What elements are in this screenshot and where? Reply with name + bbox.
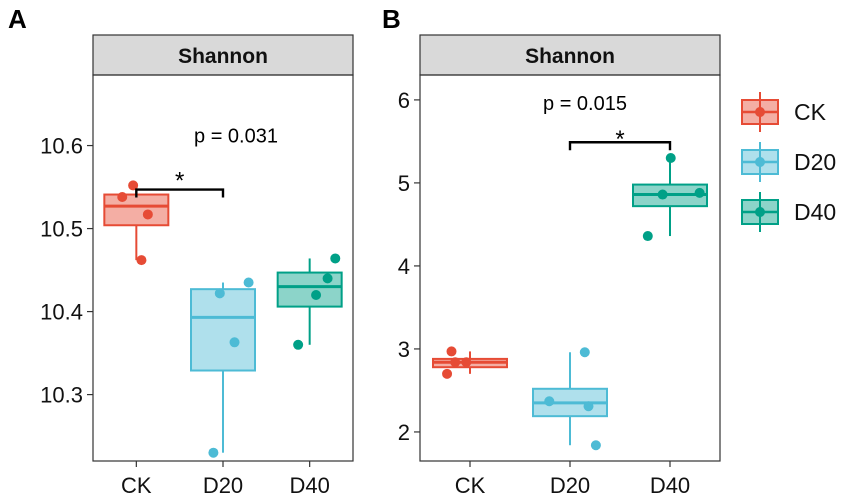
data-point-d20 — [579, 347, 590, 358]
data-point-d20 — [229, 337, 240, 348]
x-tick-label: CK — [121, 473, 152, 498]
data-point-d20 — [590, 440, 601, 451]
panel-b-p-value: p = 0.015 — [543, 93, 627, 115]
y-tick-label: 3 — [398, 337, 410, 362]
data-point-d20 — [214, 288, 225, 299]
panel-a: A Shannon 10.3 10.4 10.5 10.6 CK D20 D40 * p … — [8, 4, 354, 498]
legend-item-ck: CK — [741, 92, 827, 132]
data-point-d20 — [544, 396, 555, 407]
y-tick-label: 5 — [398, 171, 410, 196]
legend-label: D40 — [794, 199, 836, 225]
x-tick-label: D20 — [203, 473, 243, 498]
y-tick-label: 6 — [398, 88, 410, 113]
panel-a-points — [117, 180, 341, 458]
panel-a-comparison: * p = 0.031 — [135, 126, 278, 198]
y-tick-label: 10.4 — [40, 300, 83, 325]
y-tick-label: 10.3 — [40, 383, 83, 408]
data-point-ck — [446, 346, 457, 357]
box-d20 — [532, 352, 608, 446]
panel-a-letter: A — [8, 4, 27, 34]
panel-b-x-axis: CK D20 D40 — [455, 461, 690, 498]
panel-a-x-axis: CK D20 D40 — [121, 461, 330, 498]
panel-b-strip-title: Shannon — [525, 45, 615, 68]
panel-b-significance-star: * — [615, 126, 624, 153]
y-tick-label: 10.6 — [40, 134, 83, 159]
data-point-d20 — [243, 277, 254, 288]
y-tick-label: 10.5 — [40, 217, 83, 242]
panel-a-y-axis: 10.3 10.4 10.5 10.6 — [40, 134, 93, 408]
legend-item-d20: D20 — [741, 142, 836, 182]
data-point-d40 — [642, 231, 653, 242]
panel-a-strip — [92, 34, 354, 76]
data-point-ck — [450, 357, 461, 368]
data-point-d40 — [322, 273, 333, 284]
panel-b-boxes — [432, 158, 708, 446]
box-d40 — [276, 258, 343, 345]
legend-key-point — [755, 107, 765, 117]
box-d40 — [632, 158, 708, 237]
panel-b-strip — [419, 34, 721, 76]
data-point-ck — [461, 357, 472, 368]
x-tick-label: D20 — [550, 473, 590, 498]
panel-a-strip-title: Shannon — [178, 45, 268, 68]
panel-a-p-value: p = 0.031 — [194, 126, 278, 148]
panel-b-letter: B — [382, 4, 401, 34]
panel-b-y-axis: 2 3 4 5 6 — [398, 88, 420, 445]
data-point-d40 — [665, 153, 676, 164]
box-iqr — [103, 193, 170, 227]
legend-item-d40: D40 — [741, 192, 836, 232]
box-iqr — [190, 288, 256, 372]
y-tick-label: 2 — [398, 420, 410, 445]
y-tick-label: 4 — [398, 254, 410, 279]
data-point-d40 — [657, 189, 668, 200]
data-point-d20 — [208, 447, 219, 458]
panel-b-significance-bracket — [568, 141, 672, 151]
data-point-d40 — [293, 339, 304, 350]
x-tick-label: D40 — [289, 473, 329, 498]
legend-label: D20 — [794, 149, 836, 175]
x-tick-label: CK — [455, 473, 486, 498]
legend-key-point — [755, 207, 765, 217]
data-point-ck — [442, 368, 453, 379]
panel-a-significance-star: * — [175, 168, 184, 195]
data-point-d40 — [311, 289, 322, 300]
data-point-d40 — [330, 253, 341, 264]
panel-a-boxes — [103, 185, 343, 453]
data-point-d40 — [694, 187, 705, 198]
panel-b-comparison: * p = 0.015 — [543, 93, 672, 153]
panel-b: B Shannon 2 3 4 5 6 CK D20 D40 * p = 0.015 — [382, 4, 721, 498]
data-point-ck — [142, 209, 153, 220]
data-point-ck — [136, 255, 147, 266]
x-tick-label: D40 — [650, 473, 690, 498]
data-point-ck — [128, 180, 139, 191]
panel-a-significance-bracket — [135, 188, 225, 198]
legend-label: CK — [794, 99, 827, 125]
panel-b-points — [442, 153, 705, 451]
data-point-ck — [117, 192, 128, 203]
legend-key-point — [755, 157, 765, 167]
box-d20 — [190, 282, 256, 453]
data-point-d20 — [583, 401, 594, 412]
legend: CK D20 D40 — [741, 92, 836, 232]
